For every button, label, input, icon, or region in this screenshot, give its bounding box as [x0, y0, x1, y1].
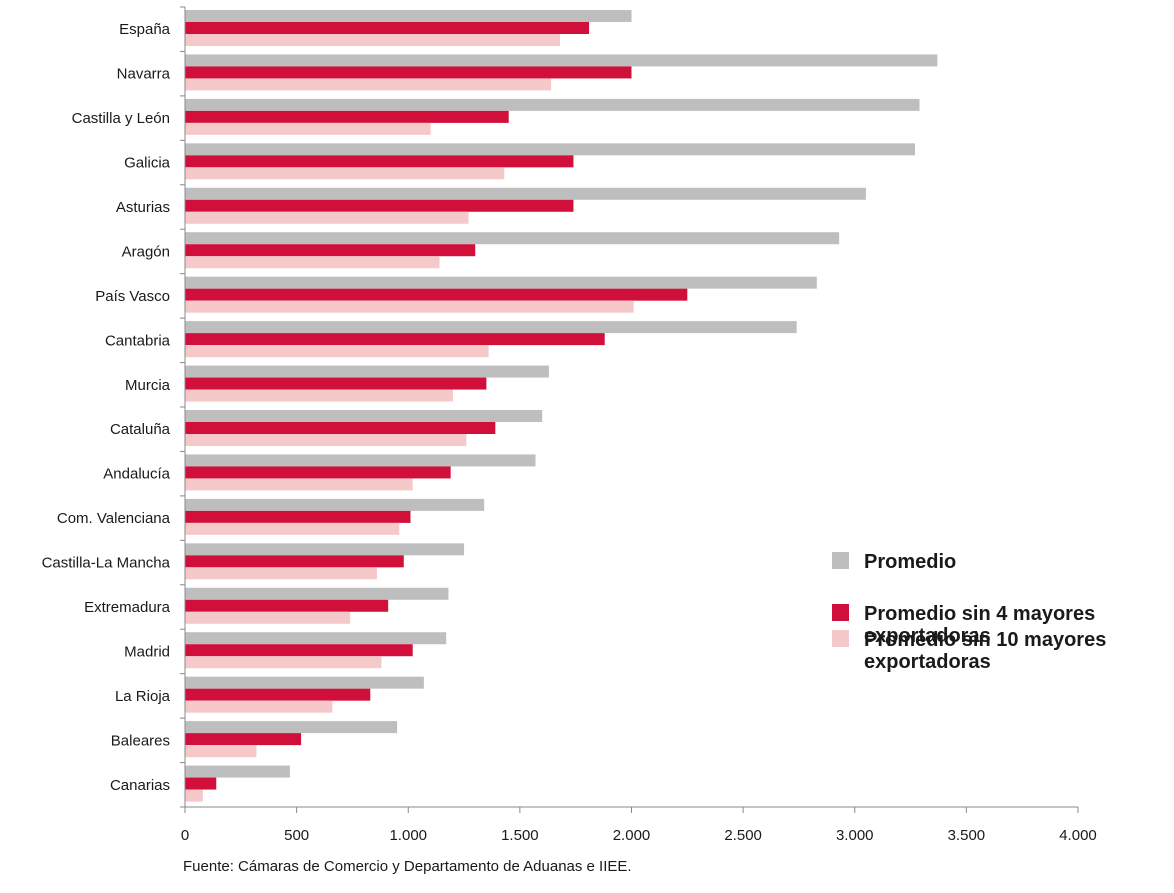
x-tick-label-3: 1.500	[501, 827, 539, 844]
bar-2-2	[185, 110, 509, 123]
bar-3-15	[185, 700, 333, 713]
bar-3-1	[185, 78, 552, 91]
legend-label-1: Promedio	[864, 551, 956, 573]
category-label-8: Murcia	[125, 377, 171, 394]
bar-1-8	[185, 365, 549, 378]
bar-1-5	[185, 232, 840, 245]
source-note: Fuente: Cámaras de Comercio y Departamen…	[183, 858, 632, 875]
bar-1-4	[185, 187, 866, 200]
bar-1-6	[185, 276, 817, 289]
x-tick-label-0: 0	[181, 827, 189, 844]
bar-3-0	[185, 34, 561, 46]
bar-3-8	[185, 389, 453, 402]
category-label-15: La Rioja	[115, 688, 171, 705]
category-labels: España Navarra Castilla y León Galicia Astur…	[42, 21, 171, 794]
category-label-13: Extremadura	[84, 599, 171, 616]
x-tick-label-7: 3.500	[948, 827, 986, 844]
bars-group	[185, 10, 938, 802]
legend-label-1-line-0: Promedio	[864, 551, 956, 573]
bar-2-6	[185, 288, 688, 301]
legend-swatch-2	[832, 604, 849, 621]
bar-1-13	[185, 587, 449, 600]
category-label-10: Andalucía	[103, 466, 170, 483]
x-tick-label-5: 2.500	[724, 827, 762, 844]
bar-1-12	[185, 543, 465, 556]
bar-3-17	[185, 789, 203, 802]
legend-swatch-3	[832, 630, 849, 647]
bar-1-0	[185, 10, 632, 22]
bar-1-14	[185, 632, 447, 645]
bar-2-5	[185, 244, 476, 257]
bar-1-17	[185, 765, 290, 778]
legend-label-3: Promedio sin 10 mayores exportadoras	[864, 629, 1106, 673]
bar-3-5	[185, 256, 440, 269]
bar-2-16	[185, 733, 302, 746]
bar-2-1	[185, 66, 632, 79]
bar-1-11	[185, 498, 485, 511]
bar-2-17	[185, 777, 217, 790]
bar-3-12	[185, 567, 377, 580]
bar-3-7	[185, 345, 489, 358]
legend-label-3-line-1: exportadoras	[864, 651, 991, 673]
bar-2-12	[185, 555, 404, 568]
category-label-3: Galicia	[124, 155, 171, 172]
bar-2-4	[185, 199, 574, 212]
bar-2-14	[185, 644, 413, 657]
bar-1-7	[185, 321, 797, 334]
category-label-9: Cataluña	[110, 421, 171, 438]
legend-swatch-1	[832, 552, 849, 569]
category-label-0: España	[119, 21, 171, 38]
category-label-4: Asturias	[116, 199, 170, 216]
legend-label-2-line-1: exportadoras	[864, 625, 991, 647]
x-tick-label-8: 4.000	[1059, 827, 1097, 844]
bar-3-10	[185, 478, 413, 491]
legend-label-3-line-0: Promedio sin 10 mayores	[864, 629, 1106, 651]
bar-1-16	[185, 721, 398, 734]
bar-2-8	[185, 377, 487, 390]
bar-1-3	[185, 143, 916, 156]
bar-2-10	[185, 466, 451, 479]
bar-3-14	[185, 656, 382, 669]
bar-2-15	[185, 688, 371, 701]
bar-1-15	[185, 676, 424, 689]
bar-2-13	[185, 599, 389, 612]
legend-label-2-line-0: Promedio sin 4 mayores	[864, 603, 1095, 625]
category-label-11: Com. Valenciana	[57, 510, 171, 527]
bar-3-4	[185, 211, 469, 224]
bar-1-1	[185, 54, 938, 67]
category-label-7: Cantabria	[105, 332, 171, 349]
category-label-2: Castilla y León	[72, 110, 170, 127]
x-tick-label-6: 3.000	[836, 827, 874, 844]
bar-3-9	[185, 434, 467, 446]
bar-2-3	[185, 155, 574, 168]
bar-2-7	[185, 333, 605, 346]
bar-2-9	[185, 422, 496, 434]
bar-3-2	[185, 122, 431, 135]
category-label-17: Canarias	[110, 777, 170, 794]
x-tick-label-1: 500	[284, 827, 309, 844]
bar-3-6	[185, 300, 634, 313]
legend-label-2: Promedio sin 4 mayores exportadoras	[864, 603, 1095, 647]
category-label-5: Aragón	[122, 243, 170, 260]
bar-1-2	[185, 98, 920, 111]
x-tick-label-4: 2.000	[613, 827, 651, 844]
x-tick-label-2: 1.000	[389, 827, 427, 844]
x-axis-ticks: 0 500 1.000 1.500 2.000 2.500 3.000 3.500 4.000	[181, 807, 1097, 844]
bar-2-11	[185, 510, 411, 523]
bar-3-3	[185, 167, 505, 180]
bar-1-9	[185, 410, 543, 422]
category-label-16: Baleares	[111, 732, 170, 749]
bar-3-16	[185, 745, 257, 758]
category-label-1: Navarra	[117, 66, 171, 83]
bar-3-11	[185, 522, 400, 535]
category-label-12: Castilla-La Mancha	[42, 555, 171, 572]
category-label-14: Madrid	[124, 643, 170, 660]
category-label-6: País Vasco	[95, 288, 170, 305]
bar-2-0	[185, 22, 590, 34]
bar-1-10	[185, 454, 536, 467]
bar-3-13	[185, 611, 351, 624]
